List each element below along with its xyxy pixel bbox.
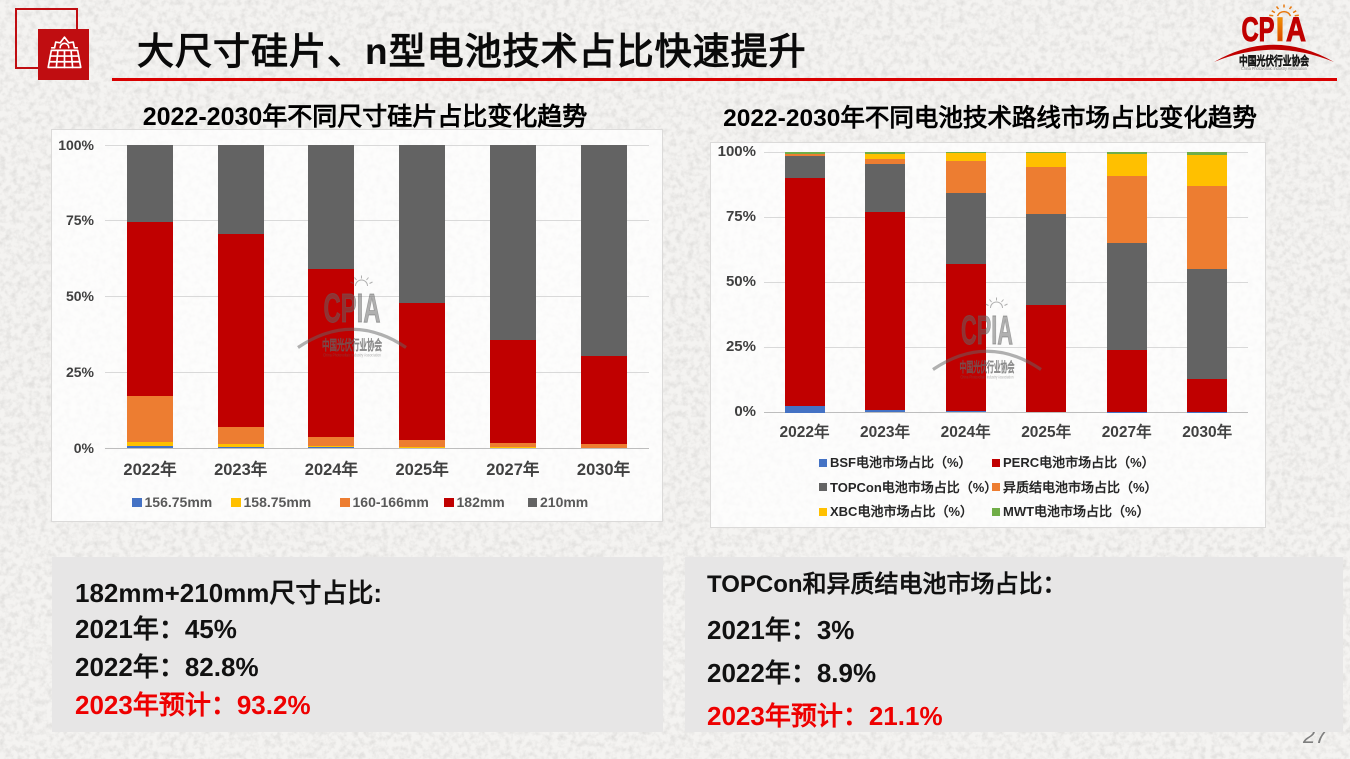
svg-text:中国光伏行业协会: 中国光伏行业协会 <box>1239 53 1310 68</box>
svg-text:CP: CP <box>1242 11 1275 49</box>
svg-text:A: A <box>1286 11 1306 49</box>
svg-text:I: I <box>1276 11 1285 49</box>
svg-text:China Photovoltaic Industry As: China Photovoltaic Industry Association <box>1241 66 1307 71</box>
